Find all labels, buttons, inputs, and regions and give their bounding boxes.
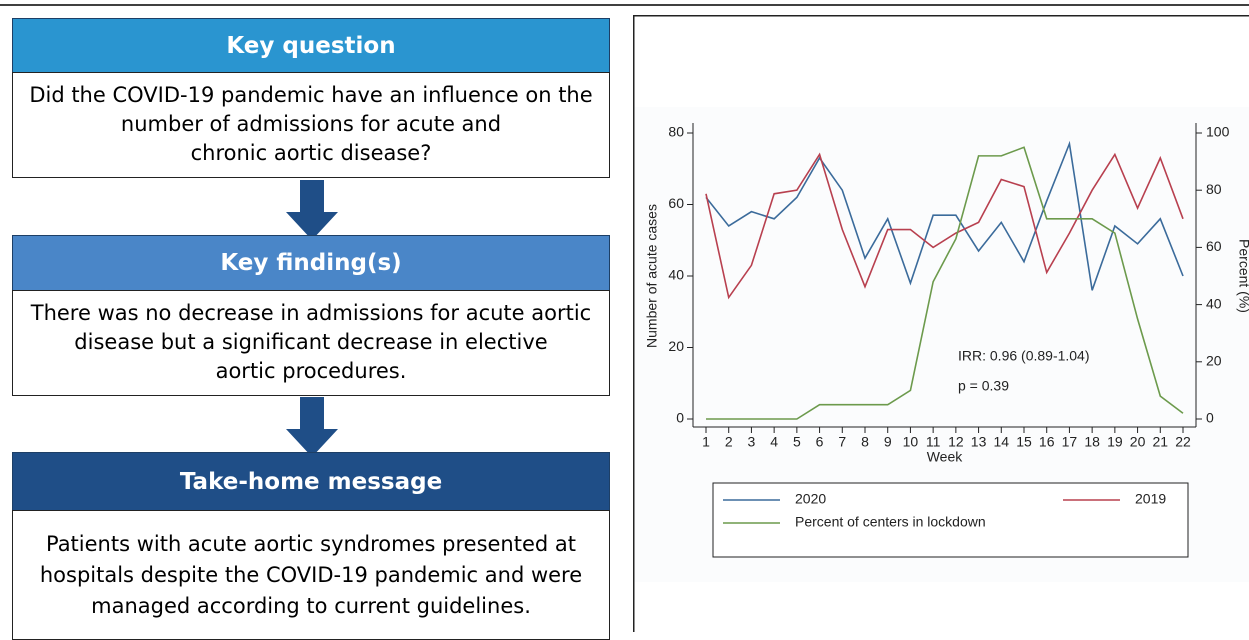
y-tick-label: 20 bbox=[668, 338, 684, 354]
text-line: Patients with acute aortic syndromes pre… bbox=[45, 532, 577, 556]
x-tick-label: 6 bbox=[816, 434, 824, 450]
y2-tick-label: 100 bbox=[1206, 124, 1230, 140]
box-body: Did the COVID-19 pandemic have an influe… bbox=[12, 72, 610, 178]
text-line: disease but a significant decrease in el… bbox=[74, 330, 548, 354]
legend-box bbox=[712, 482, 1189, 558]
x-tick-label: 21 bbox=[1152, 434, 1168, 450]
x-tick-label: 9 bbox=[884, 434, 892, 450]
legend-label: Percent of centers in lockdown bbox=[795, 514, 986, 530]
y2-tick-label: 20 bbox=[1206, 353, 1222, 369]
y-tick-label: 60 bbox=[668, 195, 684, 211]
series-line bbox=[705, 140, 1184, 291]
x-tick-label: 13 bbox=[971, 434, 987, 450]
text-line: managed according to current guidelines. bbox=[91, 594, 531, 618]
box-body: There was no decrease in admissions for … bbox=[12, 290, 610, 396]
x-tick-label: 10 bbox=[903, 434, 919, 450]
y2-tick-label: 60 bbox=[1206, 238, 1222, 254]
text-line: aortic procedures. bbox=[215, 359, 407, 383]
y-tick-label: 40 bbox=[668, 267, 684, 283]
box-body: Patients with acute aortic syndromes pre… bbox=[12, 510, 610, 640]
text-line: Did the COVID-19 pandemic have an influe… bbox=[29, 83, 593, 107]
y-tick-label: 80 bbox=[668, 124, 684, 140]
x-tick-label: 16 bbox=[1039, 434, 1055, 450]
text-line: chronic aortic disease? bbox=[190, 141, 432, 165]
y2-tick-label: 0 bbox=[1206, 410, 1214, 426]
x-tick-label: 8 bbox=[861, 434, 869, 450]
x-tick-label: 4 bbox=[770, 434, 778, 450]
x-tick-label: 12 bbox=[948, 434, 964, 450]
x-tick-label: 22 bbox=[1175, 434, 1191, 450]
arrow bbox=[286, 180, 338, 240]
x-tick-label: 17 bbox=[1062, 434, 1078, 450]
x-tick-label: 15 bbox=[1016, 434, 1032, 450]
text-line: hospitals despite the COVID-19 pandemic … bbox=[39, 563, 583, 587]
text-line: number of admissions for acute and bbox=[120, 112, 502, 136]
x-tick-label: 1 bbox=[702, 434, 710, 450]
top-rule bbox=[0, 4, 1249, 6]
series-line bbox=[706, 146, 1184, 420]
series-line bbox=[705, 152, 1184, 300]
x-tick-label: 7 bbox=[838, 434, 846, 450]
x-tick-label: 2 bbox=[725, 434, 733, 450]
x-tick-label: 14 bbox=[993, 434, 1009, 450]
y-axis-label: Number of acute cases bbox=[644, 204, 660, 348]
box-header: Key question bbox=[12, 18, 610, 73]
x-tick-label: 18 bbox=[1084, 434, 1100, 450]
x-tick-label: 11 bbox=[926, 434, 941, 450]
y2-tick-label: 40 bbox=[1206, 295, 1222, 311]
text-line: There was no decrease in admissions for … bbox=[30, 301, 592, 325]
arrow bbox=[286, 397, 338, 457]
box-header: Key finding(s) bbox=[12, 235, 610, 291]
annotation: IRR: 0.96 (0.89-1.04) bbox=[958, 348, 1090, 364]
legend-label: 2020 bbox=[795, 491, 826, 507]
x-tick-label: 19 bbox=[1107, 434, 1123, 450]
annotation: p = 0.39 bbox=[958, 378, 1009, 394]
box-header: Take-home message bbox=[12, 452, 610, 511]
legend-label: 2019 bbox=[1135, 491, 1166, 507]
x-axis-label: Week bbox=[927, 449, 964, 465]
y2-tick-label: 80 bbox=[1206, 181, 1222, 197]
y-tick-label: 0 bbox=[676, 410, 684, 426]
x-tick-label: 3 bbox=[748, 434, 756, 450]
x-tick-label: 5 bbox=[793, 434, 801, 450]
x-tick-label: 20 bbox=[1130, 434, 1146, 450]
y2-axis-label: Percent (%) bbox=[1236, 239, 1249, 313]
